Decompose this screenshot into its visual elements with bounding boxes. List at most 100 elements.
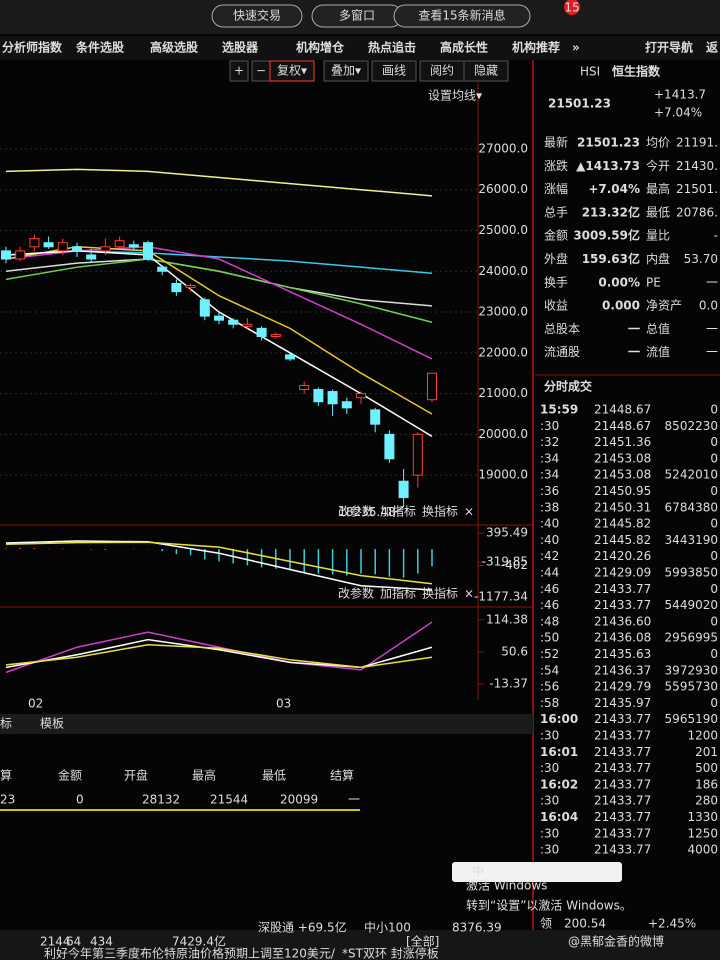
trade-time: :30 xyxy=(540,761,559,775)
tab-bar xyxy=(0,714,533,734)
trade-volume: 0 xyxy=(710,614,718,628)
indicator-button[interactable]: 改参数 xyxy=(338,504,374,519)
tool-frame[interactable] xyxy=(229,60,249,82)
indicator-button[interactable]: × xyxy=(464,505,474,519)
y-tick-label: 395.49 xyxy=(486,526,528,540)
tool-frame[interactable] xyxy=(269,60,315,82)
change-pct: +7.04% xyxy=(654,106,702,120)
button-frame[interactable] xyxy=(393,4,531,28)
trade-volume: 0 xyxy=(710,647,718,661)
trade-volume: 201 xyxy=(695,745,718,759)
tool-button[interactable]: + xyxy=(234,64,244,78)
trade-price: 21420.26 xyxy=(594,549,651,563)
indicator-button[interactable]: 换指标 xyxy=(422,586,458,601)
trade-time: :56 xyxy=(540,680,559,694)
tool-button[interactable]: 叠加▾ xyxy=(331,64,361,78)
indicator-button[interactable]: 加指标 xyxy=(380,504,416,519)
menu-item[interactable]: » xyxy=(572,41,580,55)
button-frame[interactable] xyxy=(211,4,303,28)
tool-frame[interactable] xyxy=(323,60,369,82)
x-label: 02 xyxy=(28,697,43,711)
y-tick-label: 24000.0 xyxy=(478,264,528,278)
menu-item[interactable]: 打开导航 xyxy=(645,40,693,55)
menu-item[interactable]: 高成长性 xyxy=(440,40,488,55)
trade-price: 21453.08 xyxy=(594,468,651,482)
menu-item[interactable]: 高级选股 xyxy=(150,40,199,55)
y-tick-label: 22000.0 xyxy=(478,345,528,359)
status-item: 利好今年第三季度布伦特原油价格预期上调至120美元/ xyxy=(44,946,336,960)
menu-item[interactable]: 机构推荐 xyxy=(512,40,560,55)
trade-time: :30 xyxy=(540,419,559,433)
quote-value: 0.0 xyxy=(699,299,718,313)
menu-item[interactable]: 返 xyxy=(706,40,718,55)
trade-price: 21448.67 xyxy=(594,419,651,433)
candle-body xyxy=(228,319,239,325)
tool-frame[interactable] xyxy=(371,60,417,82)
candle-body xyxy=(370,409,381,425)
menu-item[interactable]: 选股器 xyxy=(222,40,259,55)
tool-button[interactable]: 设置均线▾ xyxy=(428,89,482,103)
top-button[interactable]: 查看15条新消息 xyxy=(418,8,505,23)
trade-time: :36 xyxy=(540,484,559,498)
candle-body xyxy=(412,433,423,476)
candle-body xyxy=(270,333,281,338)
trade-time: :46 xyxy=(540,582,559,596)
trade-time: :46 xyxy=(540,598,559,612)
candle-body xyxy=(356,393,366,399)
tool-button[interactable]: 阅约 xyxy=(430,63,454,78)
trade-price: 21433.77 xyxy=(594,794,651,808)
menu-item[interactable]: 热点追击 xyxy=(368,40,416,55)
trade-time: 16:01 xyxy=(540,745,578,759)
indicator-line xyxy=(5,540,433,591)
activate-hint: 转到“设置”以激活 Windows。 xyxy=(466,898,632,913)
candle-body xyxy=(285,354,295,360)
trade-volume: 0 xyxy=(710,582,718,596)
menu-item[interactable]: 机构增仓 xyxy=(296,40,345,55)
indicator-button[interactable]: 换指标 xyxy=(422,504,458,519)
trade-price: 21433.77 xyxy=(594,761,651,775)
quote-value: 一 xyxy=(706,275,718,289)
quote-label: 均价 xyxy=(646,136,670,150)
candle-body xyxy=(100,246,111,252)
quote-label: 外盘 xyxy=(544,251,568,266)
trade-time: 16:02 xyxy=(540,777,578,791)
indicator-button[interactable]: 加指标 xyxy=(380,586,416,601)
tool-button[interactable]: 复权▾ xyxy=(277,64,307,78)
trade-time: :48 xyxy=(540,614,559,628)
ime-bar xyxy=(452,862,622,882)
symbol: HSI xyxy=(580,65,600,79)
y-tick-label: 21000.0 xyxy=(478,386,528,400)
indicator-button[interactable]: × xyxy=(464,587,474,601)
table-cell: 21544 xyxy=(210,793,248,807)
trade-price: 21433.77 xyxy=(594,745,651,759)
tool-button[interactable]: 隐藏 xyxy=(474,64,498,78)
quote-label: PE xyxy=(646,275,661,289)
quote-value: 0.000 xyxy=(602,299,640,313)
tool-button[interactable]: 画线 xyxy=(382,64,406,78)
quote-label: 总手 xyxy=(544,205,568,219)
quote-label: 收益 xyxy=(544,299,568,313)
trade-price: 21433.77 xyxy=(594,729,651,743)
trade-volume: 8502230 xyxy=(665,419,718,433)
tab[interactable]: 标 xyxy=(0,717,12,731)
indicator-line xyxy=(5,643,433,669)
menu-item[interactable]: 条件选股 xyxy=(75,40,125,55)
tool-frame[interactable] xyxy=(463,60,509,82)
top-button[interactable]: 快速交易 xyxy=(233,8,281,23)
candle-body xyxy=(15,250,26,260)
trade-price: 21433.77 xyxy=(594,598,651,612)
table-cell: 0 xyxy=(76,793,84,807)
status-item: 深股通 +69.5亿 xyxy=(258,920,347,935)
menu-item[interactable]: 分析师指数 xyxy=(2,40,63,55)
trade-price: 21436.08 xyxy=(594,631,651,645)
y-tick-label: 114.38 xyxy=(486,612,528,626)
trade-volume: 5965190 xyxy=(665,712,718,726)
trade-volume: 500 xyxy=(695,761,718,775)
tool-button[interactable]: − xyxy=(256,64,266,78)
tab[interactable]: 模板 xyxy=(40,717,64,731)
indicator-button[interactable]: 改参数 xyxy=(338,586,374,601)
top-button[interactable]: 多窗口 xyxy=(339,9,375,23)
quote-value: 21501.23 xyxy=(577,136,640,150)
